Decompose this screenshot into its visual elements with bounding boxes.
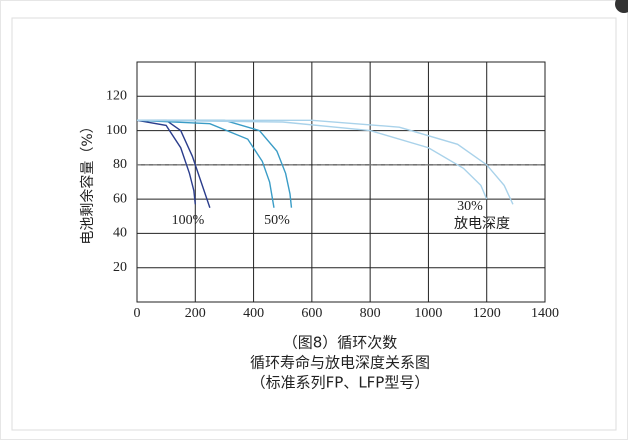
annotation: 放电深度 (454, 216, 510, 232)
curve (137, 119, 514, 205)
series-label: 50% (264, 213, 290, 228)
caption: 循环寿命与放电深度关系图 (250, 354, 430, 372)
x-tick-label: 0 (134, 306, 141, 321)
series-label: 30% (457, 199, 483, 214)
curve (136, 119, 196, 205)
y-tick-label: 120 (106, 89, 127, 104)
curve (136, 119, 488, 200)
caption: （标准系列FP、LFP型号） (251, 374, 430, 392)
x-tick-label: 200 (185, 306, 206, 321)
x-tick-label: 1200 (473, 306, 501, 321)
x-tick-label: 400 (243, 306, 264, 321)
x-tick-label: 800 (360, 306, 381, 321)
y-axis-label: 电池剩余容量（%） (79, 119, 96, 244)
x-tick-label: 600 (301, 306, 322, 321)
x-tick-label: 1000 (414, 306, 442, 321)
y-tick-label: 20 (113, 260, 127, 275)
x-tick-label: 1400 (531, 306, 559, 321)
y-tick-label: 80 (113, 157, 127, 172)
y-tick-label: 100 (106, 123, 127, 138)
curve (136, 119, 275, 208)
y-tick-label: 60 (113, 191, 127, 206)
caption: （图8）循环次数 (283, 334, 398, 352)
close-icon[interactable] (615, 0, 628, 13)
series-label: 100% (172, 213, 205, 228)
y-tick-label: 40 (113, 226, 127, 241)
panel (11, 17, 617, 431)
